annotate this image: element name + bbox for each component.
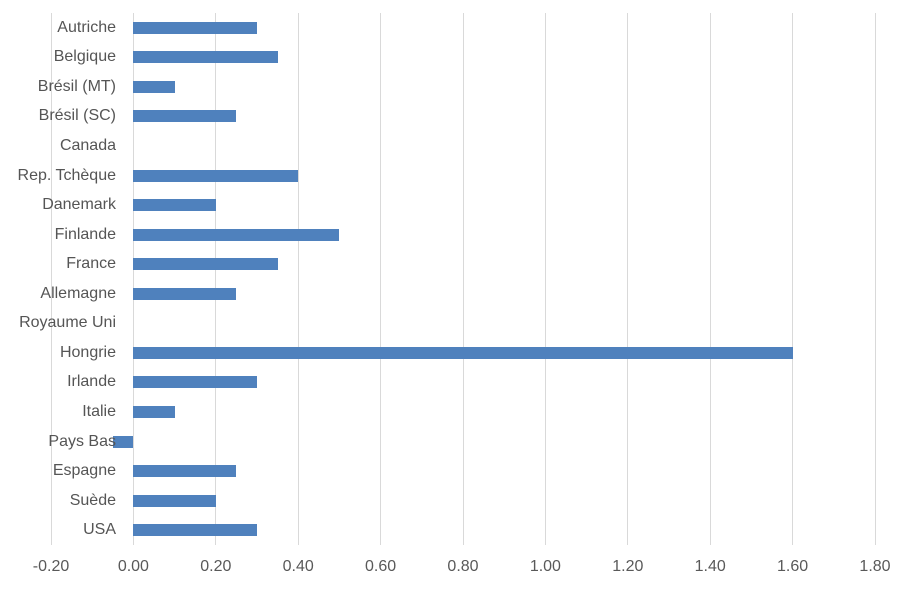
gridline <box>462 13 464 545</box>
x-tick-label: 0.00 <box>117 558 149 575</box>
bar <box>133 494 216 507</box>
gridline <box>297 13 299 545</box>
bar <box>112 435 134 448</box>
bar <box>133 169 299 182</box>
category-label: Royaume Uni <box>19 314 116 332</box>
category-label: Pays Bas <box>48 432 116 450</box>
category-label: Italie <box>82 403 116 420</box>
bar <box>133 287 237 300</box>
bar <box>133 21 257 34</box>
category-label: Finlande <box>54 225 116 243</box>
category-label: France <box>66 255 116 273</box>
category-label: Autriche <box>57 18 116 36</box>
category-label: USA <box>83 521 116 539</box>
gridline <box>544 13 546 545</box>
gridline <box>792 13 794 545</box>
bar <box>133 51 278 64</box>
bar <box>133 465 237 478</box>
gridline <box>50 13 52 545</box>
bar <box>133 110 237 123</box>
bar <box>133 199 216 212</box>
gridline <box>874 13 876 545</box>
x-tick-label: 0.80 <box>447 558 479 575</box>
x-tick-label: 1.40 <box>694 558 726 575</box>
x-tick-label: 1.00 <box>529 558 561 575</box>
x-tick-label: 1.60 <box>777 558 809 575</box>
x-tick-label: -0.20 <box>32 558 70 575</box>
x-tick-label: 1.80 <box>859 558 891 575</box>
category-label: Brésil (MT) <box>37 77 116 95</box>
gridline <box>627 13 629 545</box>
bar <box>133 406 175 418</box>
category-label: Espagne <box>52 462 116 480</box>
category-label: Brésil (SC) <box>38 107 116 125</box>
x-tick-label: 1.20 <box>612 558 644 575</box>
category-label: Suède <box>69 491 116 509</box>
bar <box>133 524 257 537</box>
category-label: Allemagne <box>40 284 116 302</box>
gridline <box>709 13 711 545</box>
bar <box>133 346 793 359</box>
bar <box>133 228 340 241</box>
bar <box>133 80 175 93</box>
bar <box>133 376 257 389</box>
category-label: Canada <box>59 137 116 154</box>
gridline <box>380 13 382 545</box>
gridline <box>215 13 217 545</box>
x-tick-label: 0.60 <box>365 558 397 575</box>
category-label: Hongrie <box>59 343 116 361</box>
gridline <box>132 13 134 545</box>
x-tick-label: 0.40 <box>282 558 314 575</box>
category-label: Belgique <box>53 48 116 66</box>
category-label: Rep. Tchèque <box>17 166 116 184</box>
category-label: Irlande <box>67 373 116 391</box>
category-label: Danemark <box>42 196 116 214</box>
x-tick-label: 0.20 <box>200 558 232 575</box>
bar <box>133 258 278 271</box>
